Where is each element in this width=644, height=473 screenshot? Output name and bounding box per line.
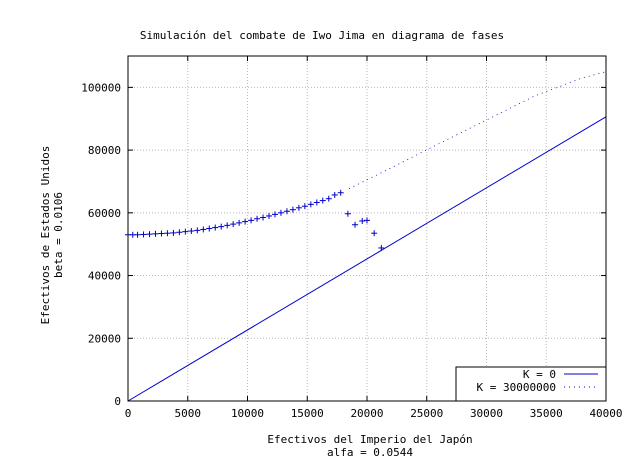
legend-box xyxy=(455,366,607,402)
data-point xyxy=(152,230,159,237)
data-point xyxy=(260,214,267,221)
chart-title: Simulación del combate de Iwo Jima en di… xyxy=(140,29,504,42)
data-point xyxy=(344,210,351,217)
y-axis-sublabel: beta = 0.0106 xyxy=(52,192,65,278)
series-line-k-30000000 xyxy=(348,71,607,190)
y-axis-label: Efectivos de Estados Unidos xyxy=(39,146,52,325)
data-point xyxy=(188,228,195,235)
series-layer xyxy=(125,71,607,402)
data-point xyxy=(277,209,284,216)
data-point xyxy=(271,211,278,218)
data-point xyxy=(371,230,378,237)
data-point xyxy=(295,204,302,211)
data-point xyxy=(364,217,370,224)
data-point xyxy=(134,231,141,238)
series-line-k-0 xyxy=(127,116,607,402)
y-tick-label: 0 xyxy=(114,395,121,408)
x-tick-label: 0 xyxy=(125,407,132,420)
y-tick-label: 60000 xyxy=(88,207,121,220)
data-point xyxy=(331,191,338,198)
data-point xyxy=(242,218,249,225)
data-point xyxy=(200,226,207,233)
data-point xyxy=(301,203,308,210)
data-point xyxy=(194,227,201,234)
data-point xyxy=(158,230,165,237)
data-point xyxy=(254,215,261,222)
data-point xyxy=(248,217,255,224)
data-point xyxy=(206,225,213,232)
data-point xyxy=(182,228,189,235)
x-tick-label: 40000 xyxy=(589,407,622,420)
legend-label: K = 0 xyxy=(523,368,556,381)
y-tick-label: 20000 xyxy=(88,332,121,345)
data-point xyxy=(146,231,153,238)
data-point xyxy=(359,217,366,224)
y-tick-label: 40000 xyxy=(88,270,121,283)
data-point xyxy=(283,208,290,215)
data-point xyxy=(313,199,320,206)
legend-label: K = 30000000 xyxy=(477,381,556,394)
data-point xyxy=(378,244,385,251)
data-point xyxy=(337,189,344,196)
data-point xyxy=(170,229,177,236)
x-axis-sublabel: alfa = 0.0544 xyxy=(327,446,413,459)
x-tick-label: 10000 xyxy=(231,407,264,420)
data-point xyxy=(218,223,225,230)
data-point xyxy=(236,219,243,226)
x-tick-label: 20000 xyxy=(350,407,383,420)
y-tick-label: 80000 xyxy=(88,144,121,157)
data-point xyxy=(176,229,183,236)
x-tick-label: 5000 xyxy=(175,407,202,420)
x-tick-label: 35000 xyxy=(530,407,563,420)
axis-ticks: 0 5000 10000 15000 20000 25000 30000 35000 40000… xyxy=(81,56,623,420)
data-point xyxy=(266,212,273,219)
x-tick-label: 15000 xyxy=(291,407,324,420)
data-point xyxy=(140,231,147,238)
data-point xyxy=(352,221,359,228)
data-point xyxy=(325,195,332,202)
grid xyxy=(128,56,606,401)
x-axis-label: Efectivos del Imperio del Japón xyxy=(267,433,472,446)
data-point xyxy=(289,206,296,213)
data-point xyxy=(224,222,231,229)
data-point xyxy=(164,230,171,237)
y-tick-label: 100000 xyxy=(81,81,121,94)
x-tick-label: 30000 xyxy=(470,407,503,420)
data-point xyxy=(212,224,219,231)
legend: K = 0K = 30000000 xyxy=(455,366,607,402)
data-point xyxy=(307,201,314,208)
data-point xyxy=(319,197,326,204)
data-point xyxy=(230,221,237,228)
x-tick-label: 25000 xyxy=(410,407,443,420)
